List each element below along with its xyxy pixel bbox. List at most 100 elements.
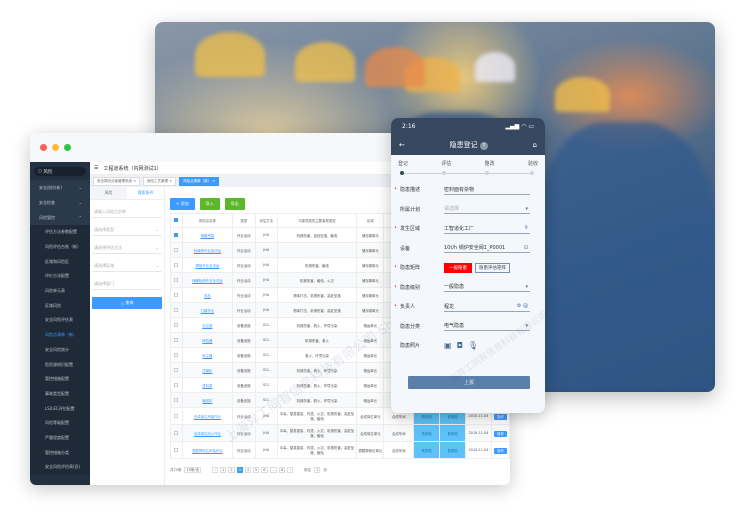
checkbox[interactable]: [174, 322, 179, 327]
row-checkbox-cell[interactable]: [170, 302, 183, 318]
checkbox[interactable]: [174, 382, 179, 387]
sidebar-subitem[interactable]: 危险源辨识配置: [30, 357, 90, 372]
select-all-checkbox[interactable]: [170, 213, 183, 228]
row-checkbox-cell[interactable]: [170, 242, 183, 258]
row-checkbox-cell[interactable]: [170, 407, 183, 425]
row-checkbox-cell[interactable]: [170, 332, 183, 348]
add-button[interactable]: + 添加: [170, 198, 195, 210]
close-window-icon[interactable]: [40, 144, 47, 151]
checkbox[interactable]: [174, 247, 179, 252]
field-input[interactable]: 请选择 ▾: [444, 204, 530, 215]
risk-point-name-link[interactable]: 打磨作业: [181, 302, 233, 318]
risk-point-name-link[interactable]: 焊接作业及试运: [181, 257, 233, 273]
field-input[interactable]: 工智道化工厂 ⚲: [444, 224, 530, 234]
risk-point-name-link[interactable]: 合成岗位吊装作业: [181, 407, 233, 425]
checkbox[interactable]: [174, 307, 179, 312]
risk-point-name-link[interactable]: 检维修作业及试运: [181, 242, 233, 258]
page-size-select[interactable]: 10条/页: [184, 467, 202, 473]
method-select[interactable]: 请选择评估方法 ⌄: [92, 242, 162, 254]
risk-point-name-link[interactable]: 合成岗位动火作业: [181, 424, 233, 442]
risk-point-name-link[interactable]: 反应釜: [181, 317, 233, 333]
sidebar-subitem[interactable]: 风险点清单（新）: [30, 327, 90, 343]
row-checkbox-cell[interactable]: [170, 257, 183, 273]
type-select[interactable]: 请选择类型 ⌄: [92, 224, 162, 236]
page-button[interactable]: 1: [220, 467, 227, 473]
sidebar-subitem[interactable]: 安全风险统计: [30, 342, 90, 358]
checkbox[interactable]: [174, 430, 179, 435]
checkbox[interactable]: [174, 337, 179, 342]
field-input[interactable]: 电气隐患 ▾: [444, 321, 530, 332]
sidebar-subitem[interactable]: 管控措施分类: [30, 445, 90, 460]
field-input[interactable]: 密封面有杂物: [444, 185, 530, 195]
sidebar-subitem[interactable]: 风险等级配置: [30, 415, 90, 431]
page-button[interactable]: 6: [261, 467, 268, 473]
risk-point-name-link[interactable]: 输送机: [181, 392, 233, 408]
checkbox[interactable]: [174, 218, 179, 222]
row-checkbox-cell[interactable]: [170, 287, 183, 303]
row-checkbox-cell[interactable]: [170, 362, 183, 378]
minimize-window-icon[interactable]: [52, 144, 59, 151]
row-checkbox-cell[interactable]: [170, 317, 183, 333]
checkbox[interactable]: [174, 397, 179, 402]
sidebar-subitem[interactable]: 安全风险评估表(旧): [30, 460, 90, 475]
sidebar-subitem[interactable]: 区域和风险区: [30, 254, 90, 270]
sidebar-subitem[interactable]: 评估方法参数配置: [30, 225, 90, 240]
checkbox[interactable]: [174, 292, 179, 297]
sidebar-subitem[interactable]: 风险单元表: [30, 283, 90, 299]
sidebar-subitem[interactable]: 评价方法配置: [30, 269, 90, 284]
department-select[interactable]: 请选择部门: [92, 278, 162, 290]
checkbox[interactable]: [174, 262, 179, 267]
location-pin-icon[interactable]: ⚲: [524, 225, 528, 232]
operate-button[interactable]: 操作: [494, 447, 507, 454]
page-button[interactable]: ›: [287, 467, 294, 473]
page-button[interactable]: 3: [236, 467, 243, 473]
checkbox[interactable]: [174, 447, 179, 452]
risk-point-name-link[interactable]: 换热器: [181, 332, 233, 348]
row-checkbox-cell[interactable]: [170, 377, 183, 393]
checkbox[interactable]: [174, 352, 179, 357]
operate-button[interactable]: 操作: [494, 413, 507, 420]
checkbox[interactable]: [174, 277, 179, 282]
tab-active[interactable]: 风险点清单（新） ×: [179, 176, 220, 186]
help-icon[interactable]: ?: [479, 141, 488, 150]
sidebar-subitem[interactable]: 安全风险评估表: [30, 313, 90, 328]
row-checkbox-cell[interactable]: [170, 347, 183, 363]
risk-name-input[interactable]: 请输入风险点名称: [92, 206, 162, 218]
menu-toggle-icon[interactable]: ☰: [94, 165, 99, 171]
page-button[interactable]: 4: [244, 467, 252, 473]
row-checkbox-cell[interactable]: [170, 227, 183, 243]
page-button[interactable]: ...: [269, 467, 277, 473]
page-button[interactable]: 2: [228, 467, 235, 473]
page-button[interactable]: 5: [253, 467, 260, 473]
home-icon[interactable]: ⌂: [532, 140, 537, 149]
area-select[interactable]: 请选择区域 ⌄: [92, 260, 162, 272]
image-upload-icon[interactable]: ▣: [444, 341, 452, 351]
tab[interactable]: 危险工艺管理 ×: [143, 176, 177, 186]
maximize-window-icon[interactable]: [64, 144, 71, 151]
scan-icon[interactable]: ⊡: [523, 244, 528, 251]
sidebar-subitem[interactable]: LS/LEC评估配置: [30, 401, 90, 416]
microphone-icon[interactable]: 🎙: [467, 341, 479, 351]
risk-point-name-link[interactable]: 储罐吊装: [181, 227, 233, 243]
contact-icons[interactable]: ⚙ @: [516, 303, 528, 310]
tab[interactable]: 安全风险分级管理系统 ×: [93, 176, 141, 186]
query-button[interactable]: ○ 查询: [92, 297, 162, 309]
sidebar-item[interactable]: 安全检查 ⌄: [30, 195, 90, 210]
sidebar-subitem[interactable]: 风险评估台账（新）: [30, 239, 90, 255]
page-button[interactable]: 8: [278, 467, 286, 473]
sidebar-item[interactable]: 风险管控 ⌃: [30, 210, 90, 225]
risk-point-name-link[interactable]: 储罐检修作业及试运: [181, 272, 233, 288]
field-input[interactable]: 一般隐患 ▾: [444, 282, 530, 293]
filter-tab[interactable]: 风险: [90, 187, 127, 199]
export-button[interactable]: 导出: [224, 198, 245, 210]
row-checkbox-cell[interactable]: [170, 392, 183, 408]
sidebar-search-input[interactable]: ○ 风险: [34, 167, 86, 176]
goto-page-input[interactable]: 1: [314, 467, 321, 473]
risk-point-name-link[interactable]: 除尘器: [181, 347, 233, 363]
sidebar-item[interactable]: 安全巡检(新) ⌄: [30, 180, 90, 195]
row-checkbox-cell[interactable]: [170, 441, 183, 459]
page-button[interactable]: ‹: [212, 467, 219, 473]
sidebar-subitem[interactable]: 事故类型配置: [30, 386, 90, 402]
row-checkbox-cell[interactable]: [170, 424, 183, 442]
camera-upload-icon[interactable]: ◘: [456, 341, 463, 351]
